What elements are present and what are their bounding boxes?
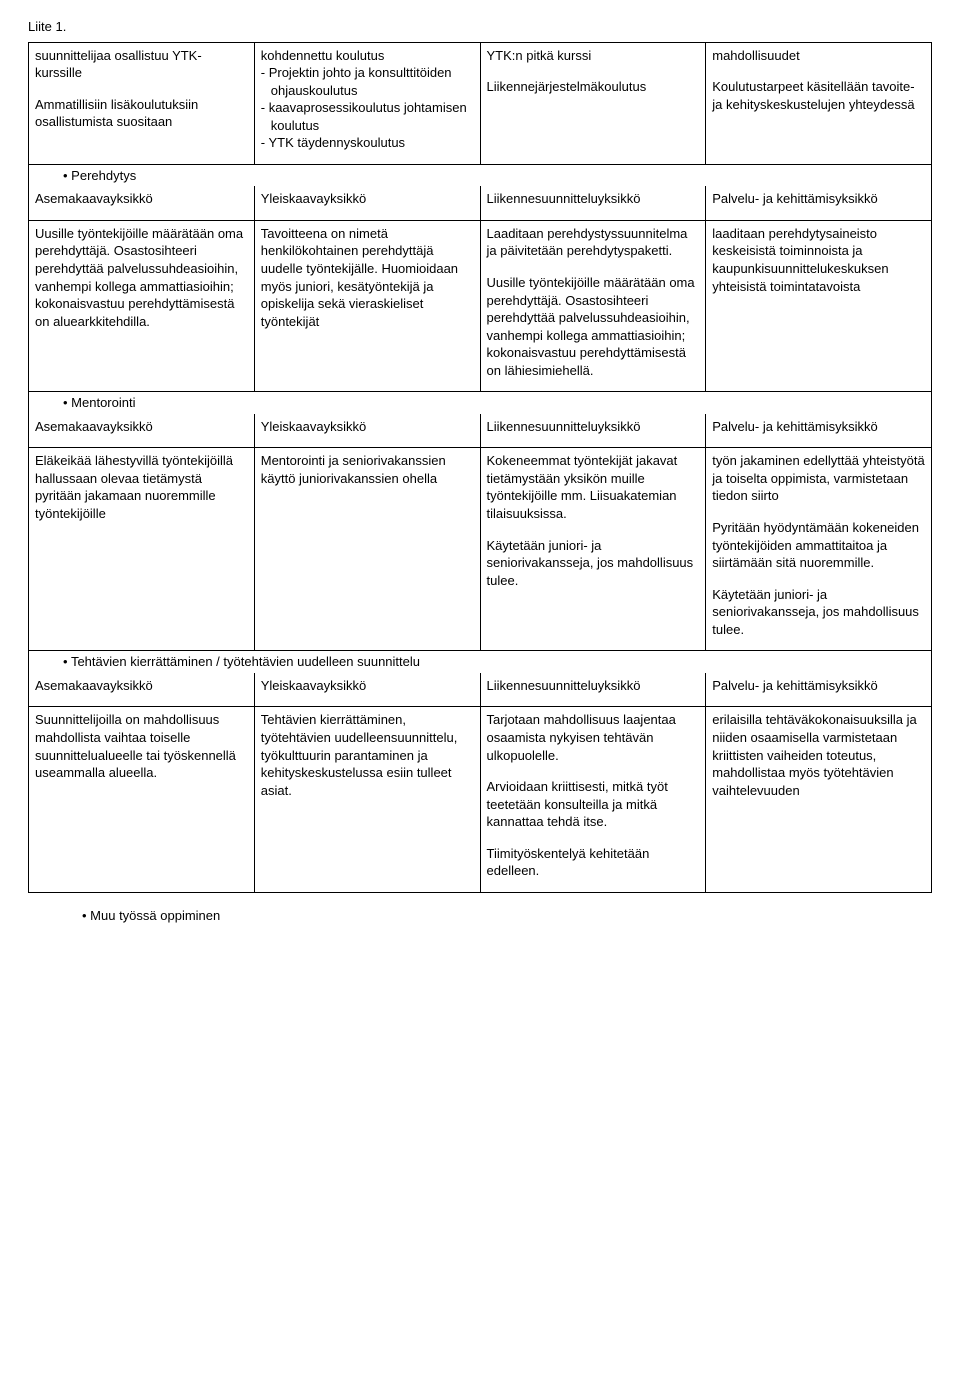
text: suunnittelijaa osallistuu YTK-kurssille	[35, 47, 248, 82]
cell: erilaisilla tehtäväkokonaisuuksilla ja n…	[706, 707, 932, 892]
top-table: suunnittelijaa osallistuu YTK-kurssille …	[28, 42, 932, 165]
list-item: YTK täydennyskoulutus	[261, 134, 474, 152]
perehdytys-table: Perehdytys Asemakaavayksikkö Yleiskaavay…	[28, 164, 932, 392]
col-header: Palvelu- ja kehittämisyksikkö	[706, 673, 932, 707]
section-title-tehtavien: Tehtävien kierrättäminen / työtehtävien …	[63, 653, 925, 671]
top-c4: mahdollisuudet Koulutustarpeet käsitellä…	[706, 42, 932, 164]
col-header: Liikennesuunnitteluyksikkö	[480, 186, 706, 220]
cell: työn jakaminen edellyttää yhteistyötä ja…	[706, 448, 932, 651]
cell: Tehtävien kierrättäminen, työtehtävien u…	[254, 707, 480, 892]
text: YTK:n pitkä kurssi	[487, 47, 700, 65]
tehtavien-table: Tehtävien kierrättäminen / työtehtävien …	[28, 650, 932, 892]
top-c2: kohdennettu koulutus Projektin johto ja …	[254, 42, 480, 164]
cell: Tavoitteena on nimetä henkilökohtainen p…	[254, 220, 480, 391]
list-item: kaavaprosessikoulutus johtamisen koulutu…	[261, 99, 474, 134]
col-header: Liikennesuunnitteluyksikkö	[480, 673, 706, 707]
page-header: Liite 1.	[28, 18, 932, 36]
col-header: Liikennesuunnitteluyksikkö	[480, 414, 706, 448]
cell: Eläkeikää lähestyvillä työntekijöillä ha…	[29, 448, 255, 651]
col-header: Asemakaavayksikkö	[29, 414, 255, 448]
cell: Kokeneemmat työntekijät jakavat tietämys…	[480, 448, 706, 651]
text: mahdollisuudet	[712, 47, 925, 65]
col-header: Yleiskaavayksikkö	[254, 673, 480, 707]
mentorointi-table: Mentorointi Asemakaavayksikkö Yleiskaava…	[28, 391, 932, 651]
col-header: Asemakaavayksikkö	[29, 186, 255, 220]
section-title-mentorointi: Mentorointi	[63, 394, 925, 412]
section-title-muu: Muu työssä oppiminen	[82, 907, 932, 925]
col-header: Asemakaavayksikkö	[29, 673, 255, 707]
list-item: Projektin johto ja konsulttitöiden ohjau…	[261, 64, 474, 99]
section-title-perehdytys: Perehdytys	[63, 167, 925, 185]
col-header: Palvelu- ja kehittämisyksikkö	[706, 186, 932, 220]
col-header: Palvelu- ja kehittämisyksikkö	[706, 414, 932, 448]
cell: Uusille työntekijöille määrätään oma per…	[29, 220, 255, 391]
cell: Suunnittelijoilla on mahdollisuus mahdol…	[29, 707, 255, 892]
col-header: Yleiskaavayksikkö	[254, 186, 480, 220]
top-c3: YTK:n pitkä kurssi Liikennejärjestelmäko…	[480, 42, 706, 164]
text: Koulutustarpeet käsitellään tavoite- ja …	[712, 78, 925, 113]
cell: Laaditaan perehdystyssuunnitelma ja päiv…	[480, 220, 706, 391]
col-header: Yleiskaavayksikkö	[254, 414, 480, 448]
text: Liikennejärjestelmäkoulutus	[487, 78, 700, 96]
cell: Mentorointi ja seniorivakanssien käyttö …	[254, 448, 480, 651]
top-c1: suunnittelijaa osallistuu YTK-kurssille …	[29, 42, 255, 164]
cell: Tarjotaan mahdollisuus laajentaa osaamis…	[480, 707, 706, 892]
text: kohdennettu koulutus	[261, 47, 474, 65]
cell: laaditaan perehdytysaineisto keskeisistä…	[706, 220, 932, 391]
text: Ammatillisiin lisäkoulutuksiin osallistu…	[35, 96, 248, 131]
